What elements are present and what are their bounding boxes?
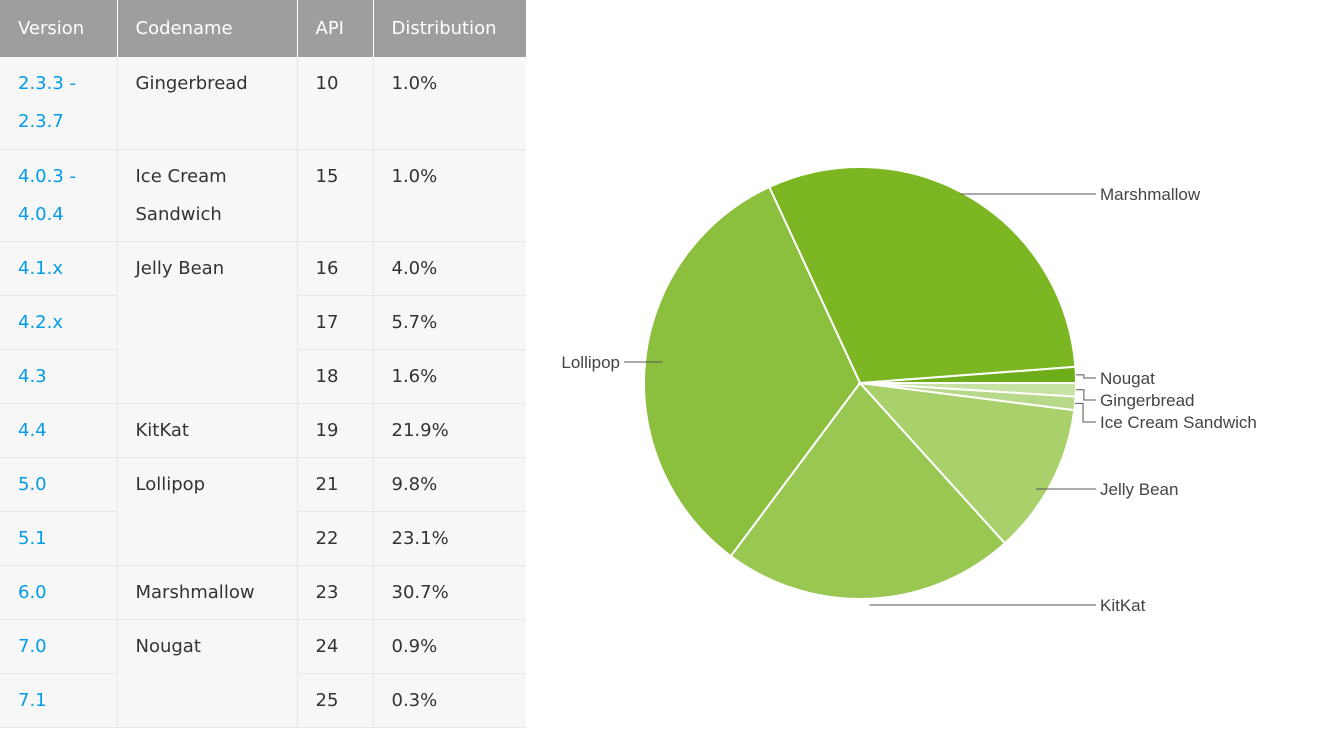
codename-cell: Gingerbread xyxy=(116,57,297,150)
pie-labels: Nougat Marshmallow Lollipop KitKat Jelly Bea… xyxy=(561,185,1256,615)
pie-label: Lollipop xyxy=(561,353,620,372)
version-link[interactable]: 5.0 xyxy=(0,457,117,512)
api-cell: 10 xyxy=(296,57,373,150)
api-cell: 23 xyxy=(296,565,373,620)
pie-slice-jelly-bean xyxy=(857,381,1076,545)
version-link[interactable]: 5.1 xyxy=(0,511,117,566)
leader-line xyxy=(1075,402,1096,423)
pie-label: Nougat xyxy=(1100,369,1155,388)
api-cell: 19 xyxy=(296,403,373,458)
distribution-table: Version Codename API Distribution 2.3.3 … xyxy=(0,0,526,728)
api-cell: 15 xyxy=(296,149,373,242)
pie-label: Gingerbread xyxy=(1100,391,1195,410)
distribution-cell: 9.8% xyxy=(372,457,526,512)
table-row: 4.0.3 - 4.0.4 Ice Cream Sandwich 15 1.0% xyxy=(0,149,526,242)
header-version: Version xyxy=(0,0,117,57)
pie-leader-lines xyxy=(624,193,1096,606)
api-cell: 16 xyxy=(296,241,373,296)
pie-label: Ice Cream Sandwich xyxy=(1100,413,1257,432)
distribution-cell: 1.6% xyxy=(372,349,526,404)
api-cell: 18 xyxy=(296,349,373,404)
version-link[interactable]: 4.0.3 - 4.0.4 xyxy=(0,149,117,242)
api-cell: 22 xyxy=(296,511,373,566)
version-link[interactable]: 4.1.x xyxy=(0,241,117,296)
table-row: 5.0 Lollipop 21 9.8% xyxy=(0,457,526,566)
version-link[interactable]: 7.1 xyxy=(0,673,117,728)
table-header-row: Version Codename API Distribution xyxy=(0,0,526,57)
distribution-cell: 30.7% xyxy=(372,565,526,620)
version-link[interactable]: 7.0 xyxy=(0,619,117,674)
distribution-cell: 1.0% xyxy=(372,149,526,242)
codename-cell: Lollipop xyxy=(116,457,297,566)
version-link[interactable]: 4.2.x xyxy=(0,295,117,350)
codename-cell: Ice Cream Sandwich xyxy=(116,149,297,242)
codename-cell: KitKat xyxy=(116,403,297,458)
leader-line xyxy=(1075,389,1096,401)
header-distribution: Distribution xyxy=(372,0,526,57)
distribution-cell: 0.3% xyxy=(372,673,526,728)
api-cell: 17 xyxy=(296,295,373,350)
table-row: 4.1.x Jelly Bean 16 4.0% xyxy=(0,241,526,404)
codename-cell: Nougat xyxy=(116,619,297,728)
pie-slice-lollipop xyxy=(643,185,862,558)
table-row: 4.3 18 1.6% xyxy=(0,349,526,404)
table-row: 5.1 22 23.1% xyxy=(0,511,526,566)
table-row: 6.0 Marshmallow 23 30.7% xyxy=(0,565,526,620)
distribution-cell: 4.0% xyxy=(372,241,526,296)
version-link[interactable]: 4.3 xyxy=(0,349,117,404)
distribution-cell: 21.9% xyxy=(372,403,526,458)
distribution-cell: 5.7% xyxy=(372,295,526,350)
codename-cell: Marshmallow xyxy=(116,565,297,620)
leader-line xyxy=(1075,374,1096,379)
pie-slice-marshmallow xyxy=(767,166,1077,385)
distribution-pie-chart: Nougat Marshmallow Lollipop KitKat Jelly Bea… xyxy=(561,166,1257,615)
api-cell: 25 xyxy=(296,673,373,728)
pie-label: Jelly Bean xyxy=(1100,480,1178,499)
codename-cell: Jelly Bean xyxy=(116,241,297,404)
pie-label: Marshmallow xyxy=(1100,185,1201,204)
header-api: API xyxy=(296,0,373,57)
table-row: 7.1 25 0.3% xyxy=(0,673,526,728)
pie-label: KitKat xyxy=(1100,596,1146,615)
distribution-cell: 1.0% xyxy=(372,57,526,150)
table-row: 2.3.3 - 2.3.7 Gingerbread 10 1.0% xyxy=(0,57,526,150)
api-cell: 24 xyxy=(296,619,373,674)
table-row: 4.4 KitKat 19 21.9% xyxy=(0,403,526,458)
distribution-cell: 23.1% xyxy=(372,511,526,566)
table-row: 4.2.x 17 5.7% xyxy=(0,295,526,350)
version-link[interactable]: 6.0 xyxy=(0,565,117,620)
distribution-cell: 0.9% xyxy=(372,619,526,674)
header-codename: Codename xyxy=(116,0,297,57)
pie-slices xyxy=(643,166,1078,600)
api-cell: 21 xyxy=(296,457,373,512)
version-link[interactable]: 4.4 xyxy=(0,403,117,458)
pie-slice-kitkat xyxy=(729,381,1007,600)
table-row: 7.0 Nougat 24 0.9% xyxy=(0,619,526,728)
version-link[interactable]: 2.3.3 - 2.3.7 xyxy=(0,57,117,150)
